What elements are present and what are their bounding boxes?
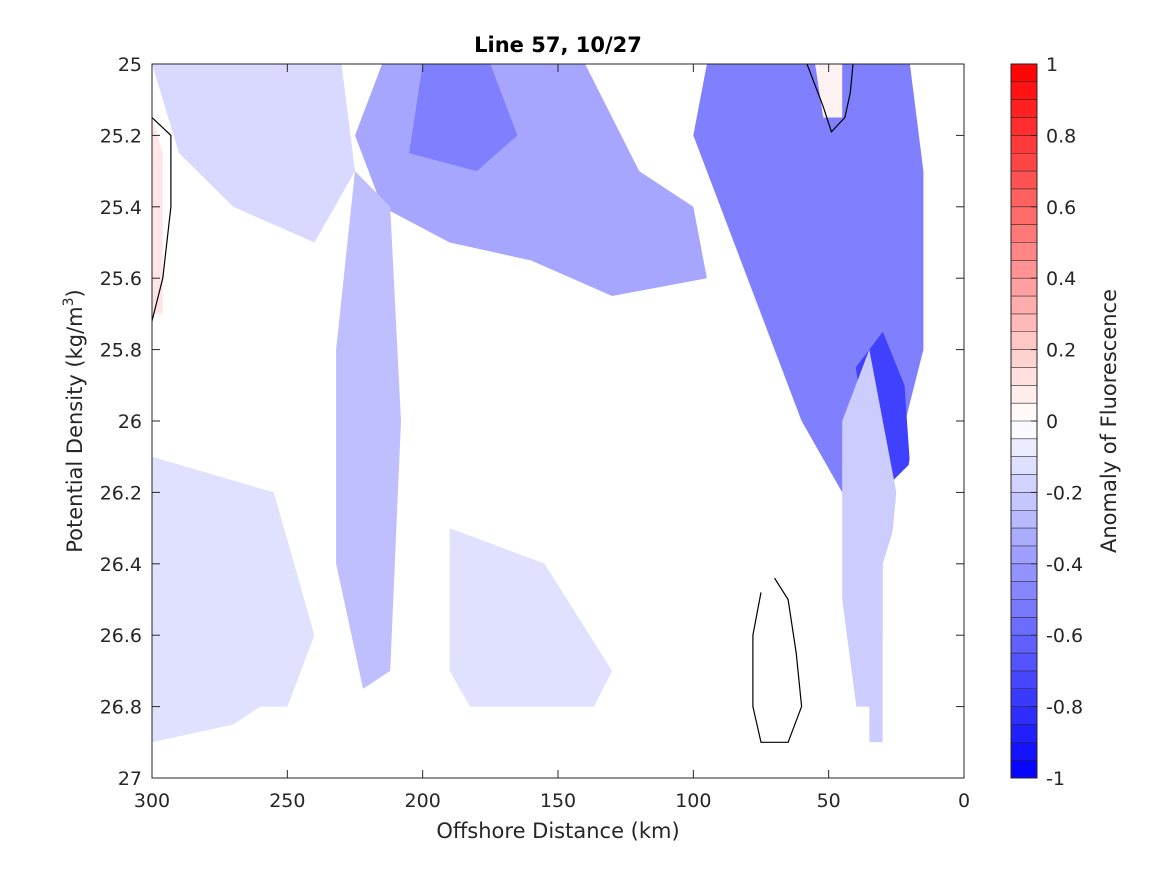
y-axis-label-superscript: 3 bbox=[61, 297, 77, 306]
y-tick-label: 26.2 bbox=[100, 482, 142, 504]
zero-contour-surface bbox=[806, 64, 854, 133]
y-tick-label: 26.6 bbox=[100, 625, 142, 647]
colorbar-swatch bbox=[1011, 117, 1037, 136]
colorbar-swatch bbox=[1011, 688, 1037, 708]
colorbar-swatch bbox=[1011, 153, 1037, 172]
colorbar-swatch bbox=[1011, 670, 1037, 690]
colorbar: 1 0.8 0.6 0.4 0.2 0 -0.2 -0.4 -0.6 -0.8 -1 bbox=[1010, 54, 1083, 790]
x-tick-label: 100 bbox=[675, 790, 711, 812]
colorbar-swatch bbox=[1011, 456, 1037, 476]
fill-region-midshelf-core bbox=[409, 64, 518, 172]
fill-region-offshore-column bbox=[336, 171, 401, 689]
colorbar-tick-label: 0 bbox=[1046, 411, 1058, 433]
x-axis-label: Offshore Distance (km) bbox=[436, 819, 679, 843]
colorbar-swatch bbox=[1011, 510, 1037, 529]
x-tick-label: 200 bbox=[405, 790, 441, 812]
y-tick-label: 26 bbox=[118, 411, 142, 433]
colorbar-ticks: 1 0.8 0.6 0.4 0.2 0 -0.2 -0.4 -0.6 -0.8 -1 bbox=[1031, 54, 1083, 790]
y-tick-label: 26.8 bbox=[100, 697, 142, 719]
x-axis: 300 250 200 150 100 50 0 bbox=[134, 64, 970, 812]
chart-title: Line 57, 10/27 bbox=[474, 33, 642, 57]
colorbar-tick-label: -0.6 bbox=[1046, 625, 1083, 647]
colorbar-swatch bbox=[1011, 242, 1037, 261]
colorbar-tick-label: -0.8 bbox=[1046, 697, 1083, 719]
y-tick-label: 25.2 bbox=[100, 125, 142, 147]
colorbar-swatch bbox=[1011, 188, 1037, 208]
colorbar-tick-label: 0.2 bbox=[1046, 340, 1076, 362]
colorbar-swatch bbox=[1011, 278, 1037, 297]
colorbar-swatch bbox=[1011, 99, 1037, 119]
colorbar-swatch bbox=[1011, 474, 1037, 493]
colorbar-swatch bbox=[1011, 563, 1037, 583]
colorbar-swatch bbox=[1011, 581, 1037, 600]
nodata-deep-nodata-left bbox=[152, 706, 964, 778]
y-tick-label: 26.4 bbox=[100, 554, 142, 576]
x-tick-label: 50 bbox=[817, 790, 841, 812]
colorbar-swatch bbox=[1011, 385, 1037, 404]
fill-region-edge-positive bbox=[152, 117, 163, 314]
colorbar-swatch bbox=[1011, 367, 1037, 386]
colorbar-swatch bbox=[1011, 742, 1037, 761]
x-tick-label: 300 bbox=[134, 790, 170, 812]
colorbar-swatch bbox=[1011, 635, 1037, 654]
colorbar-tick-label: -1 bbox=[1046, 768, 1065, 790]
colorbar-swatch bbox=[1011, 438, 1037, 458]
y-tick-label: 25.4 bbox=[100, 197, 142, 219]
colorbar-tick-label: -0.4 bbox=[1046, 554, 1083, 576]
colorbar-tick-label: 0.6 bbox=[1046, 197, 1076, 219]
fill-region-deep-band-inner bbox=[449, 528, 613, 743]
fill-region-surface-ring-offshore bbox=[152, 64, 355, 243]
colorbar-swatch bbox=[1011, 724, 1037, 743]
colorbar-swatch bbox=[1011, 617, 1037, 636]
colorbar-tick-label: 0.8 bbox=[1046, 125, 1076, 147]
zero-contour-deep bbox=[752, 577, 803, 743]
x-tick-label: 0 bbox=[958, 790, 970, 812]
colorbar-tick-label: 0.4 bbox=[1046, 268, 1076, 290]
x-tick-label: 250 bbox=[269, 790, 305, 812]
y-axis-label-close: ) bbox=[63, 289, 87, 297]
colorbar-swatch bbox=[1011, 706, 1037, 725]
y-tick-label: 25.6 bbox=[100, 268, 142, 290]
colorbar-label: Anomaly of Fluorescence bbox=[1097, 289, 1121, 553]
zero-contour-layer bbox=[152, 64, 854, 743]
plot-area: 300 250 200 150 100 50 0 2525.225.425.625.8262… bbox=[100, 54, 970, 812]
colorbar-swatch bbox=[1011, 492, 1037, 511]
colorbar-tick-label: -0.2 bbox=[1046, 482, 1083, 504]
y-axis-label: Potential Density (kg/m3) bbox=[61, 289, 87, 553]
colorbar-swatch bbox=[1011, 224, 1037, 243]
y-axis: 25 25.2 25.4 25.6 25.8 26 26.2 26.4 26.6 26.8 27 bbox=[100, 54, 964, 790]
colorbar-tick-label: 1 bbox=[1046, 54, 1058, 76]
y-tick-label: 25.8 bbox=[100, 340, 142, 362]
colorbar-swatch bbox=[1011, 313, 1037, 333]
colorbar-swatch bbox=[1011, 81, 1037, 101]
y-tick-label: 27 bbox=[118, 768, 142, 790]
colorbar-swatch bbox=[1011, 760, 1037, 779]
y-tick-label: 25 bbox=[118, 54, 142, 76]
colorbar-swatch bbox=[1011, 64, 1037, 83]
colorbar-swatch bbox=[1011, 171, 1037, 190]
colorbar-swatch bbox=[1011, 135, 1037, 154]
colorbar-swatch bbox=[1011, 653, 1037, 672]
colorbar-swatch bbox=[1011, 545, 1037, 565]
colorbar-swatch bbox=[1011, 599, 1037, 618]
colorbar-swatch bbox=[1011, 296, 1037, 315]
zero-contour-left bbox=[152, 117, 172, 322]
nodata-layer bbox=[152, 64, 964, 778]
colorbar-swatch bbox=[1011, 331, 1037, 351]
fill-region-inshore-wall bbox=[842, 349, 897, 743]
colorbar-swatch bbox=[1011, 206, 1037, 226]
colorbar-swatch bbox=[1011, 528, 1037, 547]
nodata-nearshore-nodata bbox=[882, 64, 964, 743]
fill-region-deep-band bbox=[152, 456, 315, 743]
x-tick-label: 150 bbox=[540, 790, 576, 812]
colorbar-swatch bbox=[1011, 421, 1037, 440]
contour-fill-layer bbox=[152, 64, 924, 743]
y-axis-label-main: Potential Density (kg/m bbox=[63, 306, 87, 552]
colorbar-swatch bbox=[1011, 260, 1037, 279]
colorbar-swatches bbox=[1011, 64, 1037, 779]
colorbar-swatch bbox=[1011, 349, 1037, 368]
colorbar-swatch bbox=[1011, 403, 1037, 422]
